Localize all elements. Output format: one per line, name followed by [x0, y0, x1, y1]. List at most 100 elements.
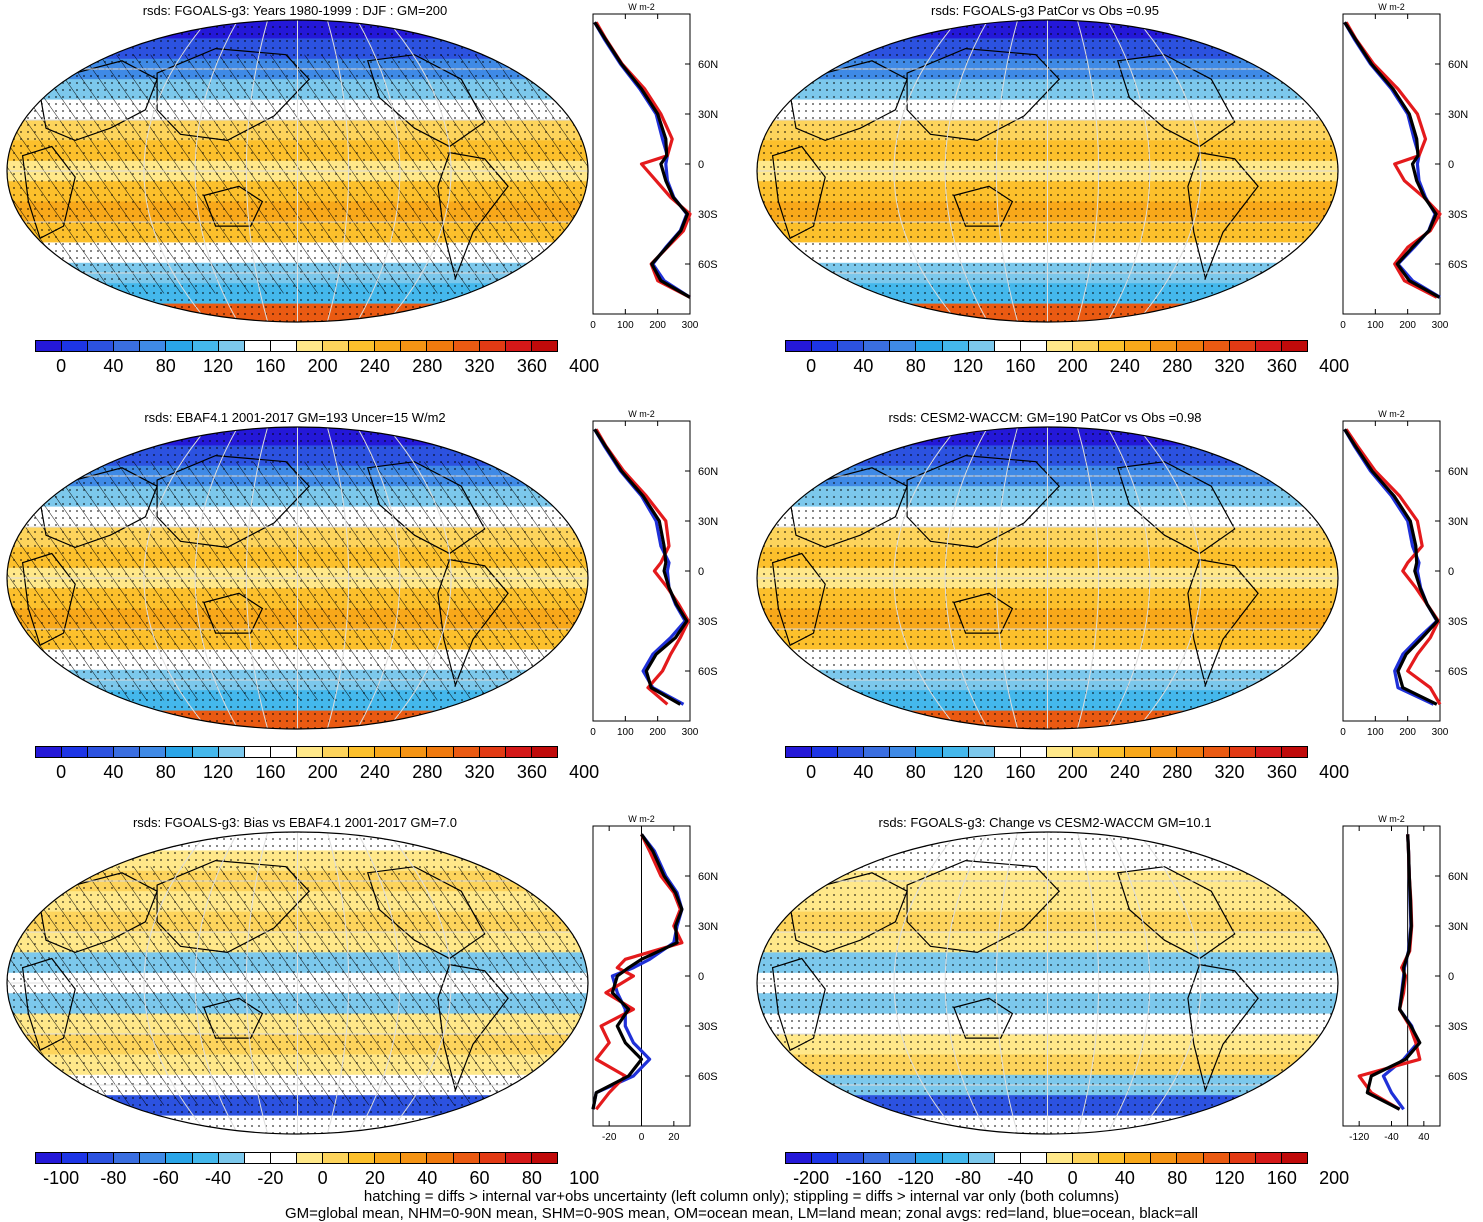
colorbar-swatch [296, 1153, 324, 1163]
y-tick-label: 60S [698, 259, 718, 271]
graticule-line [194, 20, 240, 322]
colorbar-swatch [88, 341, 115, 351]
x-tick-label: 300 [682, 727, 699, 738]
colorbar-swatch [968, 1153, 995, 1163]
colorbar-swatch [916, 341, 943, 351]
colorbar-swatch [1073, 341, 1100, 351]
colorbar-swatch [1125, 747, 1152, 757]
colorbar-swatch [375, 747, 402, 757]
x-tick-label: 0 [590, 727, 596, 738]
colorbar-swatch [453, 1153, 480, 1163]
colorbar-swatch [1177, 1153, 1204, 1163]
y-tick-label: 60S [698, 666, 718, 678]
colorbar-tick-label: 160 [255, 762, 286, 782]
colorbar-tick-label: 160 [1005, 762, 1036, 782]
graticule-line [1105, 832, 1151, 1134]
profile-unit: W m-2 [1378, 2, 1405, 12]
zonal-profile: W m-2 60N 30N 0 30S 60S 0 100 200 300 [590, 2, 718, 331]
colorbar-swatch [968, 747, 995, 757]
colorbar-tick-label: 40 [853, 762, 874, 782]
colorbar-tick-label: -160 [845, 1168, 882, 1188]
colorbar-swatch [1203, 1153, 1230, 1163]
colorbar-swatch [349, 1153, 376, 1163]
colorbar-swatch [1177, 747, 1204, 757]
profile-frame [592, 420, 691, 722]
profile-unit: W m-2 [628, 814, 655, 824]
colorbar-tick-label: 280 [1162, 762, 1193, 782]
graticule-line [245, 20, 269, 322]
colorbar-tick-label: 280 [412, 356, 443, 376]
colorbar-tick-label: 120 [953, 762, 984, 782]
graticule-line [995, 427, 1019, 729]
x-tick-label: 100 [1367, 320, 1384, 331]
graticule-line [1076, 427, 1100, 729]
y-tick-label: 60N [698, 871, 718, 883]
colorbar-swatch [994, 747, 1021, 757]
colorbar-swatch [786, 1153, 813, 1163]
colorbar-tick-label: 120 [203, 356, 234, 376]
colorbar-tick-label: 200 [307, 356, 338, 376]
panel-title: rsds: EBAF4.1 2001-2017 GM=193 Uncer=15 … [144, 410, 446, 425]
colorbar [35, 1152, 558, 1164]
colorbar-tick-label: 120 [953, 356, 984, 376]
y-tick-label: 0 [1448, 971, 1454, 983]
colorbar-swatch [479, 341, 506, 351]
map-field [7, 832, 588, 1134]
x-tick-label: 300 [1432, 320, 1449, 331]
y-tick-label: 30N [1448, 921, 1468, 933]
graticule-line [944, 427, 990, 729]
y-tick-label: 60S [698, 1071, 718, 1083]
colorbar-swatch [890, 1153, 917, 1163]
colorbar-swatch [166, 747, 193, 757]
zonal-line-land [1344, 428, 1442, 706]
map-border [6, 831, 589, 1135]
colorbar-tick-label: -120 [897, 1168, 934, 1188]
colorbar-tick-label: -40 [1007, 1168, 1034, 1188]
colorbar-swatch [323, 1153, 350, 1163]
map-field [757, 427, 1338, 729]
colorbar-swatch [1281, 747, 1307, 757]
graticule-line [355, 20, 401, 322]
colorbar-swatch [890, 747, 917, 757]
colorbar-swatch [192, 747, 219, 757]
colorbar-tick-label: 200 [1057, 356, 1088, 376]
x-tick-label: 0 [590, 320, 596, 331]
map [6, 831, 589, 1135]
colorbar-swatch [864, 747, 891, 757]
colorbar-swatch [114, 1153, 141, 1163]
graticule-line [995, 832, 1019, 1134]
graticule-line [143, 427, 211, 729]
graticule-line [944, 20, 990, 322]
colorbar-tick-label: 360 [516, 356, 547, 376]
footer-note-hatching: hatching = diffs > internal var+obs unce… [363, 1188, 1120, 1205]
zonal-profile: W m-2 60N 30N 0 30S 60S -120 -40 40 [1342, 814, 1468, 1143]
x-tick-label: 100 [617, 727, 634, 738]
colorbar-swatch [531, 1153, 557, 1163]
colorbar [35, 746, 558, 758]
zonal-line-all [1343, 428, 1439, 706]
footer-note-legend: GM=global mean, NHM=0-90N mean, SHM=0-90… [284, 1205, 1198, 1222]
colorbar-swatch [296, 341, 324, 351]
panel-title: rsds: FGOALS-g3: Change vs CESM2-WACCM G… [878, 815, 1212, 830]
colorbar-swatch [36, 341, 63, 351]
colorbar [35, 340, 558, 352]
colorbar-tick-label: 400 [569, 762, 600, 782]
y-tick-label: 60N [1448, 466, 1468, 478]
colorbar-swatch [349, 747, 376, 757]
colorbar-swatch [838, 1153, 865, 1163]
colorbar-tick-label: 320 [1214, 762, 1245, 782]
colorbar-tick-label: 0 [317, 1168, 328, 1188]
colorbar-swatch [1203, 747, 1230, 757]
colorbar-tick-label: 0 [806, 762, 817, 782]
colorbar-swatch [375, 1153, 402, 1163]
graticule-line [384, 427, 452, 729]
graticule-line [384, 832, 452, 1134]
colorbar-swatch [1255, 341, 1282, 351]
colorbar-swatch [1099, 1153, 1126, 1163]
colorbar-swatch [1255, 747, 1282, 757]
y-tick-label: 60N [1448, 871, 1468, 883]
map-border [6, 19, 589, 323]
colorbar-swatch [401, 341, 428, 351]
graticule-line [1134, 427, 1202, 729]
zonal-profile: W m-2 60N 30N 0 30S 60S 0 100 200 300 [590, 409, 718, 738]
